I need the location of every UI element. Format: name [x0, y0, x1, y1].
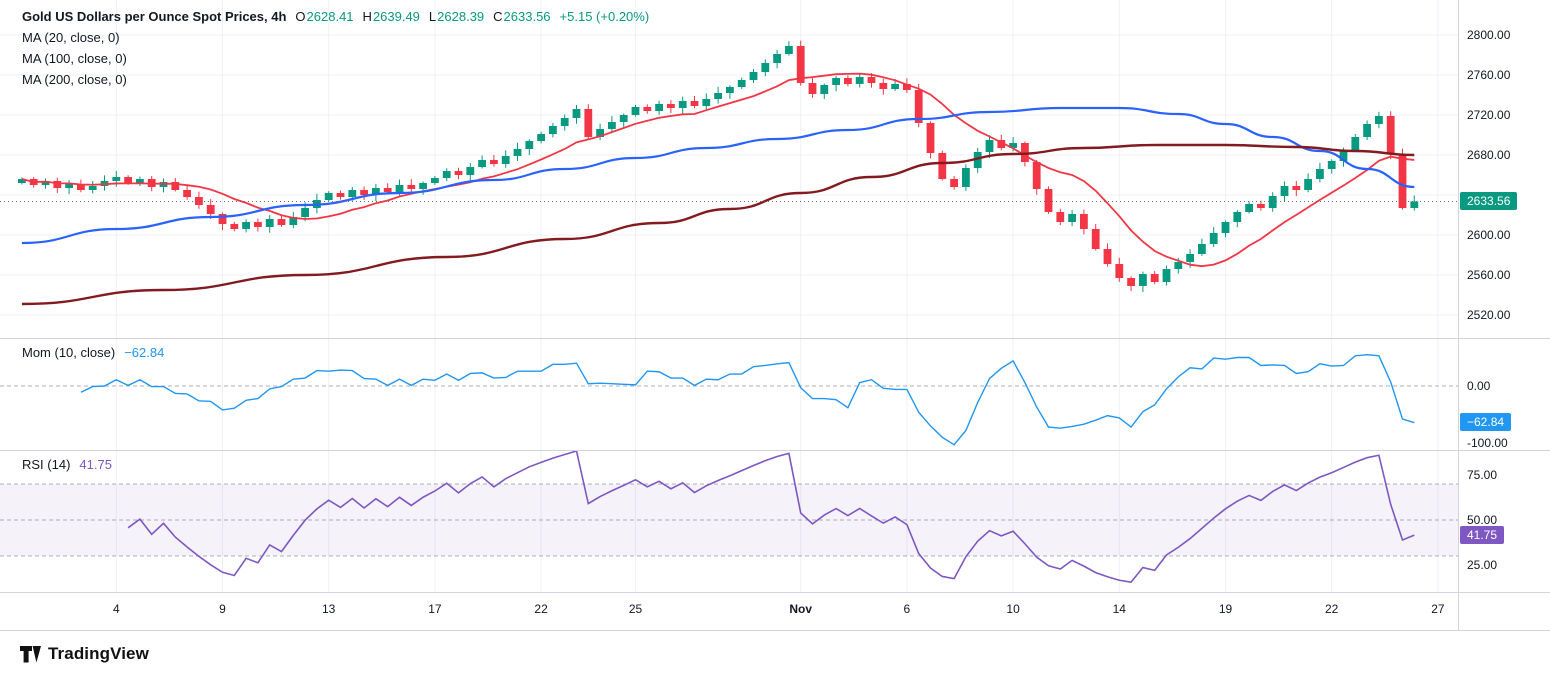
ohlc-high-key: H — [362, 9, 372, 24]
moving-averages — [21, 72, 1415, 306]
time-label: 17 — [428, 602, 442, 616]
rsi-tick: 75.00 — [1467, 468, 1498, 482]
ma200-legend[interactable]: MA (200, close, 0) — [22, 69, 649, 90]
time-label: 13 — [322, 602, 336, 616]
price-tick: 2560.00 — [1467, 268, 1511, 282]
ohlc-open-value: 2628.41 — [306, 9, 354, 24]
ma20-legend[interactable]: MA (20, close, 0) — [22, 27, 649, 48]
price-tick: 2520.00 — [1467, 308, 1511, 322]
price-scale-border — [1458, 0, 1459, 630]
ohlc-high-value: 2639.49 — [372, 9, 420, 24]
time-label: 10 — [1006, 602, 1020, 616]
momentum-label: Mom (10, close) — [22, 345, 116, 360]
price-tick: 2720.00 — [1467, 108, 1511, 122]
rsi-tick: 50.00 — [1467, 513, 1498, 527]
ohlc-close-key: C — [493, 9, 503, 24]
symbol-row[interactable]: Gold US Dollars per Ounce Spot Prices, 4… — [22, 6, 649, 27]
chart-bottom-border — [0, 630, 1550, 631]
momentum-legend[interactable]: Mom (10, close) −62.84 — [22, 345, 164, 360]
time-label: 9 — [219, 602, 226, 616]
ohlc-open-key: O — [295, 9, 306, 24]
chart-canvas[interactable]: 4 9 13 17 22 25 Nov 6 10 14 19 22 27 — [0, 0, 1458, 630]
time-label: 19 — [1218, 602, 1233, 616]
ohlc-close-value: 2633.56 — [503, 9, 551, 24]
momentum-tick: -100.00 — [1467, 436, 1508, 450]
rsi-label: RSI (14) — [22, 457, 71, 472]
ohlc-low-key: L — [428, 9, 437, 24]
ohlc-low-value: 2628.39 — [437, 9, 485, 24]
momentum-tick: 0.00 — [1467, 379, 1491, 393]
rsi-band — [0, 483, 1458, 557]
last-price-badge: 2633.56 — [1460, 192, 1518, 211]
change-value: +5.15 (+0.20%) — [559, 9, 650, 24]
time-label: 22 — [534, 602, 548, 616]
chart-svg[interactable] — [0, 0, 1458, 592]
price-scale[interactable]: 2633.56 −62.84 41.75 2800.00 2760.00 2720.… — [1458, 0, 1550, 630]
price-tick: 2760.00 — [1467, 68, 1511, 82]
rsi-value: 41.75 — [79, 457, 112, 472]
momentum-value: −62.84 — [124, 345, 165, 360]
tradingview-attribution[interactable]: TradingView — [20, 641, 149, 667]
gridlines — [0, 0, 1458, 592]
ma100-legend[interactable]: MA (100, close, 0) — [22, 48, 649, 69]
rsi-value-badge: 41.75 — [1460, 525, 1505, 544]
price-tick: 2600.00 — [1467, 228, 1511, 242]
time-label: 27 — [1431, 602, 1445, 616]
symbol-title: Gold US Dollars per Ounce Spot Prices, 4… — [22, 9, 287, 24]
time-label: 25 — [628, 602, 643, 616]
ma20-label: MA (20, close, 0) — [22, 30, 120, 45]
tradingview-logo-icon — [20, 645, 41, 662]
price-tick: 2680.00 — [1467, 148, 1511, 162]
price-tick: 2800.00 — [1467, 28, 1511, 42]
momentum-series — [80, 353, 1415, 446]
tradingview-wordmark: TradingView — [48, 644, 149, 663]
time-label: 4 — [112, 602, 120, 616]
time-scale[interactable]: 4 9 13 17 22 25 Nov 6 10 14 19 22 27 — [0, 593, 1458, 630]
time-label: Nov — [789, 602, 813, 616]
panel-divider-main-mom — [0, 338, 1550, 339]
panel-divider-mom-rsi — [0, 450, 1550, 451]
main-legend: Gold US Dollars per Ounce Spot Prices, 4… — [22, 6, 649, 90]
time-label: 6 — [903, 602, 911, 616]
panel-divider-rsi-time — [0, 592, 1550, 593]
time-label: 14 — [1112, 602, 1126, 616]
rsi-tick: 25.00 — [1467, 558, 1498, 572]
rsi-legend[interactable]: RSI (14) 41.75 — [22, 457, 112, 472]
ma200-label: MA (200, close, 0) — [22, 72, 127, 87]
rsi-series — [127, 449, 1415, 583]
time-label: 22 — [1325, 602, 1339, 616]
momentum-value-badge: −62.84 — [1460, 412, 1512, 431]
ma100-label: MA (100, close, 0) — [22, 51, 127, 66]
